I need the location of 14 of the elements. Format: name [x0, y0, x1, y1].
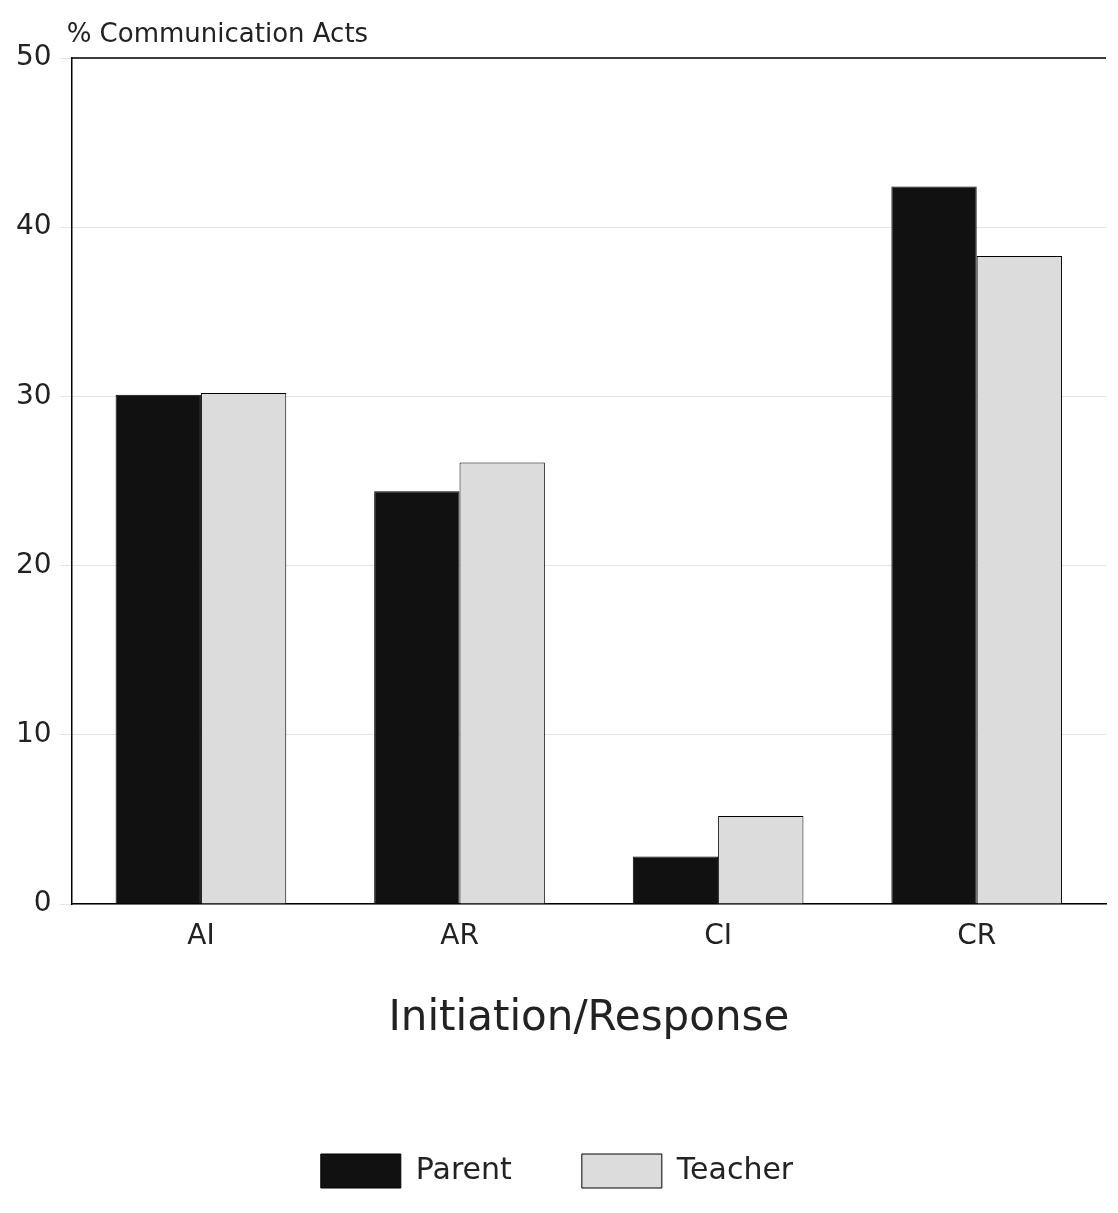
- y-tick-label: 50: [15, 39, 52, 73]
- legend-label: Teacher: [675, 1150, 794, 1186]
- y-tick-label: 0: [33, 885, 52, 919]
- y-tick-label: 20: [15, 546, 52, 580]
- y-tick-label: 40: [15, 208, 52, 242]
- x-tick-label: CI: [704, 918, 733, 952]
- x-axis-title: Initiation/Response: [388, 990, 790, 1040]
- y-tick-label: 10: [15, 716, 52, 750]
- x-tick-label: AI: [187, 918, 215, 952]
- x-tick-label: AR: [440, 918, 479, 952]
- legend-label: Parent: [415, 1150, 513, 1186]
- y-tick-label: 30: [15, 377, 52, 411]
- y-axis-title: % Communication Acts: [66, 17, 369, 48]
- x-tick-label: CR: [957, 918, 997, 952]
